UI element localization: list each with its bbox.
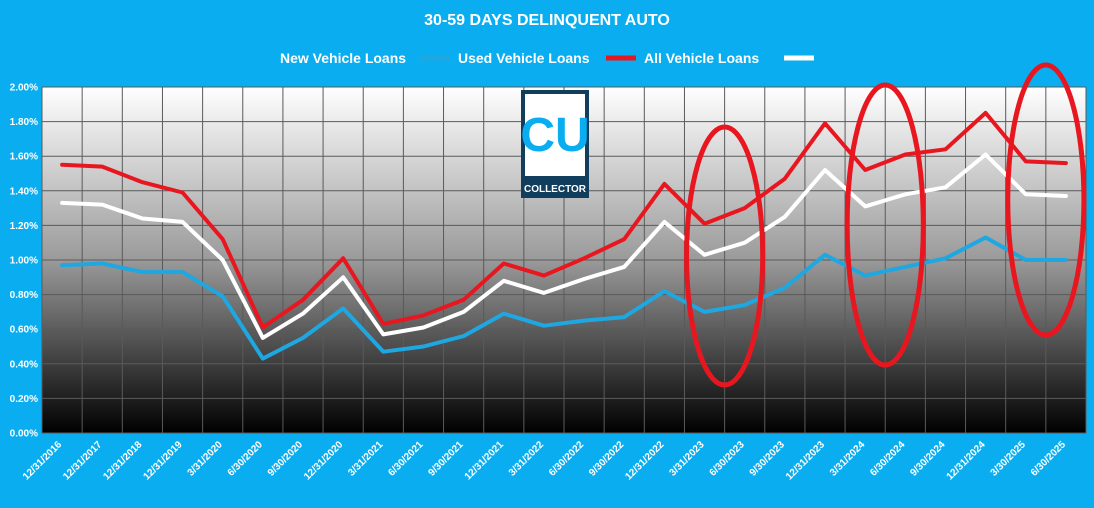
y-tick-label: 0.20% (10, 394, 38, 405)
highlight-ellipse (684, 124, 766, 388)
x-tick-label: 6/30/2024 (868, 439, 908, 479)
y-axis: 0.00% 0.20% 0.40% 0.60% 0.80% 1.00% 1.20% 1.40%… (10, 83, 38, 440)
y-tick-label: 0.60% (10, 325, 38, 336)
x-tick-label: 6/30/2021 (386, 439, 426, 479)
x-tick-label: 3/31/2021 (346, 439, 386, 479)
logo-label: COLLECTOR (524, 184, 587, 195)
x-tick-label: 3/31/2023 (667, 439, 707, 479)
chart-title: 30-59 DAYS DELINQUENT AUTO (424, 12, 670, 29)
x-tick-label: 6/30/2020 (226, 439, 266, 479)
highlight-ellipse (1005, 62, 1087, 338)
x-tick-label: 9/30/2020 (266, 439, 306, 479)
x-tick-label: 12/31/2016 (21, 439, 64, 482)
x-tick-label: 6/30/2023 (708, 439, 748, 479)
x-tick-label: 3/31/2022 (507, 439, 547, 479)
series-line-used-vehicle-loans (60, 110, 1068, 330)
cu-collector-logo: CU COLLECTOR (520, 90, 590, 198)
x-tick-label: 9/30/2023 (748, 439, 788, 479)
x-tick-label: 12/31/2024 (945, 439, 988, 482)
logo-mark: CU (520, 109, 589, 162)
y-tick-label: 1.40% (10, 186, 38, 197)
x-tick-label: 12/31/2021 (463, 439, 506, 482)
y-tick-label: 0.00% (10, 429, 38, 440)
y-tick-label: 1.00% (10, 256, 38, 267)
x-tick-label: 9/30/2021 (426, 439, 466, 479)
x-tick-label: 12/31/2020 (302, 439, 345, 482)
x-axis: 12/31/201612/31/201712/31/201812/31/2019… (21, 439, 1068, 482)
x-tick-label: 3/30/2025 (989, 439, 1029, 479)
x-tick-label: 12/31/2019 (141, 439, 184, 482)
annotations (684, 62, 1087, 388)
series-line-all-vehicle-loans (60, 152, 1068, 340)
y-tick-label: 0.80% (10, 290, 38, 301)
x-tick-label: 12/31/2018 (101, 439, 144, 482)
x-tick-label: 12/31/2017 (61, 439, 104, 482)
x-tick-label: 12/31/2022 (623, 439, 666, 482)
y-tick-label: 1.60% (10, 152, 38, 163)
y-tick-label: 1.80% (10, 117, 38, 128)
legend: New Vehicle Loans Used Vehicle Loans All V… (280, 50, 814, 66)
x-tick-label: 12/31/2023 (784, 439, 827, 482)
series-lines (60, 110, 1068, 361)
x-tick-label: 3/31/2020 (186, 439, 226, 479)
legend-label-all-vehicle-loans: All Vehicle Loans (644, 50, 759, 66)
series-line-new-vehicle-loans (60, 235, 1068, 361)
x-tick-label: 9/30/2024 (908, 439, 948, 479)
y-tick-label: 2.00% (10, 83, 38, 94)
x-tick-label: 6/30/2022 (547, 439, 587, 479)
y-tick-label: 1.20% (10, 221, 38, 232)
y-tick-label: 0.40% (10, 359, 38, 370)
x-tick-label: 3/31/2024 (828, 439, 868, 479)
x-tick-label: 6/30/2025 (1029, 439, 1069, 479)
highlight-ellipse (844, 82, 926, 368)
x-tick-label: 9/30/2022 (587, 439, 627, 479)
legend-label-new-vehicle-loans: New Vehicle Loans (280, 50, 406, 66)
legend-label-used-vehicle-loans: Used Vehicle Loans (458, 50, 590, 66)
